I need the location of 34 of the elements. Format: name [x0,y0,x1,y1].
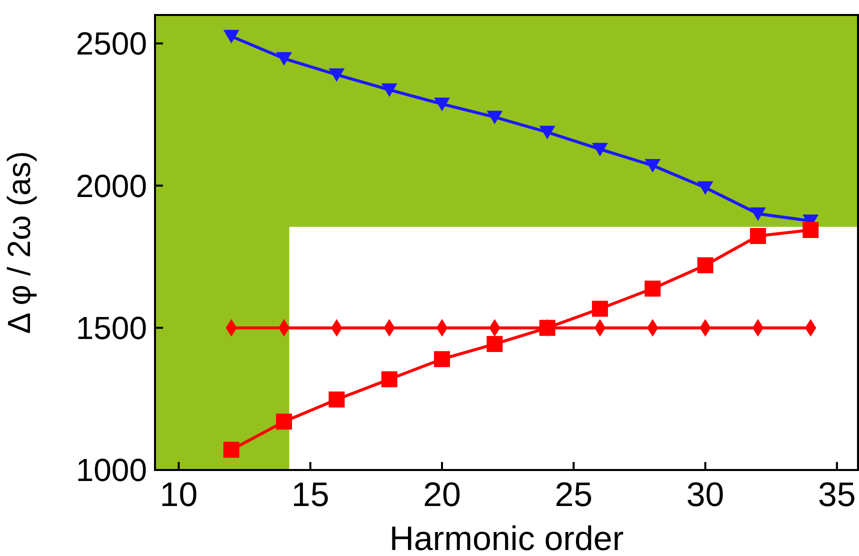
y-tick-label: 1000 [76,452,147,488]
x-tick-label: 25 [554,476,593,514]
y-axis-title: Δ φ / 2ω (as) [1,151,37,334]
point [802,222,819,238]
y-tick-label: 1500 [76,310,147,346]
point [697,181,714,195]
point [644,280,661,297]
point [592,300,608,317]
x-tick-label: 30 [686,476,724,514]
point [539,126,556,140]
y-tick-label: 2500 [76,26,147,62]
point [381,371,398,388]
x-tick-label: 10 [160,476,198,514]
point [434,351,450,368]
x-tick-label: 35 [818,476,856,514]
point [276,52,292,66]
point [381,83,398,97]
y-tick-label: 2000 [76,168,147,204]
x-tick-label: 15 [291,476,330,514]
point [328,391,345,408]
point [697,257,714,274]
point [223,30,240,44]
point [328,68,345,82]
point [223,442,240,458]
point [644,159,661,173]
point [592,142,608,156]
point [750,228,766,244]
point [486,336,503,352]
point [750,207,766,221]
point [276,414,292,430]
point [486,110,503,124]
x-axis-title: Harmonic order [389,520,624,556]
point [434,98,450,112]
x-tick-label: 20 [423,476,461,514]
